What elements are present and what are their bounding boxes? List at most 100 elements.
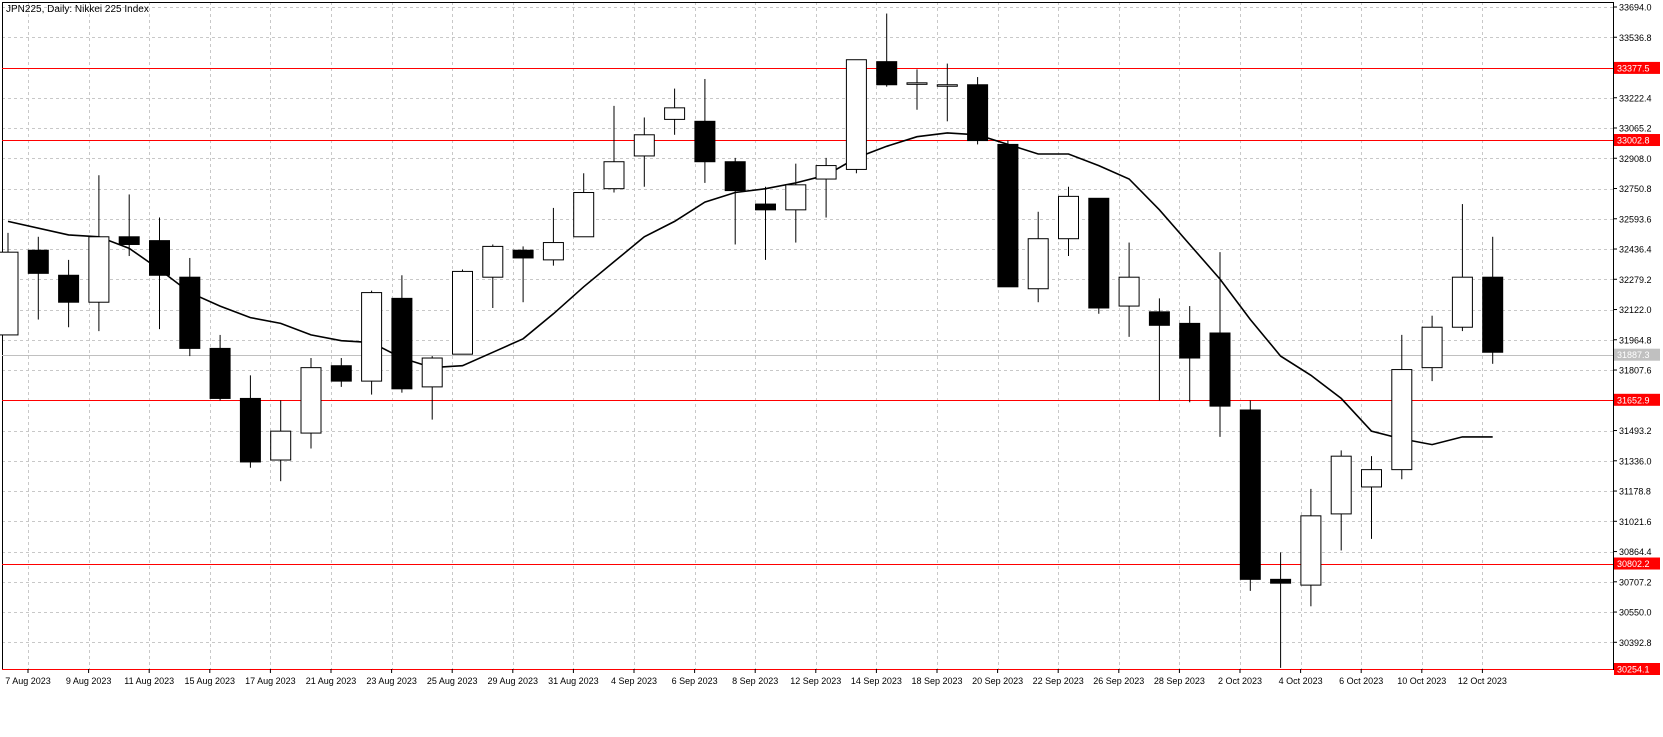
candle-body-bull bbox=[452, 270, 473, 355]
candle-body-bear bbox=[179, 276, 201, 349]
candle-body-bear bbox=[1148, 311, 1170, 326]
y-tick-label: 33222.4 bbox=[1619, 93, 1652, 103]
candle-body-bull bbox=[603, 161, 625, 190]
x-tick-label: 2 Oct 2023 bbox=[1218, 676, 1262, 686]
x-tick-label: 15 Aug 2023 bbox=[185, 676, 236, 686]
candle-body-bull bbox=[482, 245, 504, 278]
x-tick-label: 21 Aug 2023 bbox=[306, 676, 357, 686]
x-tick-label: 22 Sep 2023 bbox=[1033, 676, 1084, 686]
candle-body-bear bbox=[58, 274, 80, 303]
x-tick-label: 6 Sep 2023 bbox=[672, 676, 718, 686]
candle-body-bull bbox=[785, 184, 807, 211]
candle-body-bear bbox=[330, 365, 352, 382]
candle-body-bear bbox=[391, 297, 413, 390]
price-level-label: 33002.8 bbox=[1617, 136, 1650, 146]
y-tick-label: 33694.0 bbox=[1619, 3, 1652, 13]
candle-body-bear bbox=[1088, 197, 1110, 309]
candle-body-bull bbox=[664, 107, 686, 120]
candle-body-bull bbox=[1391, 369, 1413, 471]
current-price-label: 31887.3 bbox=[1617, 350, 1650, 360]
x-tick-label: 4 Sep 2023 bbox=[611, 676, 657, 686]
y-tick-label: 32908.0 bbox=[1619, 154, 1652, 164]
x-tick-label: 8 Sep 2023 bbox=[732, 676, 778, 686]
x-tick-label: 29 Aug 2023 bbox=[488, 676, 539, 686]
candle-body-bull bbox=[1058, 195, 1079, 240]
y-tick-label: 32436.4 bbox=[1619, 245, 1652, 255]
chart-title: JPN225, Daily: Nikkei 225 Index bbox=[6, 4, 149, 15]
price-level-label-bg bbox=[1614, 557, 1660, 570]
x-tick-label: 10 Oct 2023 bbox=[1397, 676, 1446, 686]
price-level-label-bg bbox=[1614, 663, 1660, 675]
candle-body-bull bbox=[1451, 276, 1473, 328]
candle-body-bear bbox=[209, 347, 231, 399]
x-tick-label: 17 Aug 2023 bbox=[245, 676, 296, 686]
candle-body-bull bbox=[845, 59, 867, 170]
price-level-label: 30254.1 bbox=[1617, 665, 1650, 675]
candle-body-bull bbox=[1300, 515, 1322, 586]
x-tick-label: 20 Sep 2023 bbox=[972, 676, 1023, 686]
candle-body-bull bbox=[573, 192, 595, 238]
candle-body-bear bbox=[118, 236, 140, 245]
candle-body-bull bbox=[300, 367, 322, 434]
x-tick-label: 6 Oct 2023 bbox=[1339, 676, 1383, 686]
candle-body-bear bbox=[967, 84, 989, 142]
candle-body-bear bbox=[1179, 322, 1201, 359]
y-tick-label: 33536.8 bbox=[1619, 33, 1652, 43]
candle-body-bear bbox=[512, 249, 534, 259]
candle-body-bull bbox=[270, 430, 292, 461]
candle-body-bull bbox=[906, 82, 928, 85]
candle-body-bull bbox=[421, 357, 443, 388]
x-tick-label: 25 Aug 2023 bbox=[427, 676, 478, 686]
price-level-label: 31652.9 bbox=[1617, 395, 1650, 405]
price-level-label: 33377.5 bbox=[1617, 63, 1650, 73]
y-tick-label: 31493.2 bbox=[1619, 426, 1652, 436]
y-tick-label: 30392.8 bbox=[1619, 638, 1652, 648]
y-tick-label: 32122.0 bbox=[1619, 305, 1652, 315]
candle-body-bear bbox=[149, 240, 170, 276]
y-tick-label: 30550.0 bbox=[1619, 608, 1652, 618]
candle-body-bear bbox=[1239, 409, 1261, 580]
candle-body-bull bbox=[88, 236, 110, 303]
candle-body-bull bbox=[815, 165, 837, 180]
x-tick-label: 23 Aug 2023 bbox=[366, 676, 417, 686]
candle-body-bear bbox=[694, 120, 716, 163]
candle-body-bear bbox=[997, 143, 1019, 288]
y-tick-label: 30707.2 bbox=[1619, 577, 1652, 587]
x-tick-label: 26 Sep 2023 bbox=[1093, 676, 1144, 686]
candle-body-bull bbox=[1361, 469, 1382, 488]
x-tick-label: 12 Oct 2023 bbox=[1458, 676, 1507, 686]
price-level-label-bg bbox=[1614, 61, 1660, 74]
candle-body-bull bbox=[0, 251, 19, 336]
price-level-label-bg bbox=[1614, 393, 1660, 406]
x-tick-label: 18 Sep 2023 bbox=[911, 676, 962, 686]
candle-body-bull bbox=[1027, 238, 1049, 290]
x-tick-label: 9 Aug 2023 bbox=[66, 676, 112, 686]
candle-body-bull bbox=[633, 134, 655, 157]
candle-body-bull bbox=[1421, 326, 1443, 369]
candle-body-bear bbox=[239, 397, 261, 463]
x-tick-label: 4 Oct 2023 bbox=[1279, 676, 1323, 686]
price-level-label-bg bbox=[1614, 134, 1660, 147]
y-tick-label: 33065.2 bbox=[1619, 124, 1652, 134]
x-tick-label: 7 Aug 2023 bbox=[5, 676, 51, 686]
candle-body-bear bbox=[27, 249, 49, 274]
y-tick-label: 31807.6 bbox=[1619, 366, 1652, 376]
x-tick-label: 11 Aug 2023 bbox=[124, 676, 174, 686]
x-tick-label: 28 Sep 2023 bbox=[1154, 676, 1205, 686]
y-tick-label: 32593.6 bbox=[1619, 214, 1652, 224]
candle-body-bull bbox=[1330, 455, 1352, 515]
price-level-label: 30802.2 bbox=[1617, 559, 1650, 569]
y-tick-label: 31964.8 bbox=[1619, 335, 1652, 345]
candle-body-bull bbox=[936, 84, 958, 87]
current-price-label-bg bbox=[1614, 348, 1660, 361]
candle-body-bear bbox=[755, 203, 776, 211]
candle-body-bear bbox=[1482, 276, 1504, 353]
y-tick-label: 31336.0 bbox=[1619, 456, 1652, 466]
candle-body-bear bbox=[1270, 578, 1292, 584]
x-tick-label: 14 Sep 2023 bbox=[851, 676, 902, 686]
candle-body-bear bbox=[724, 161, 746, 192]
y-tick-label: 31178.8 bbox=[1619, 487, 1651, 497]
